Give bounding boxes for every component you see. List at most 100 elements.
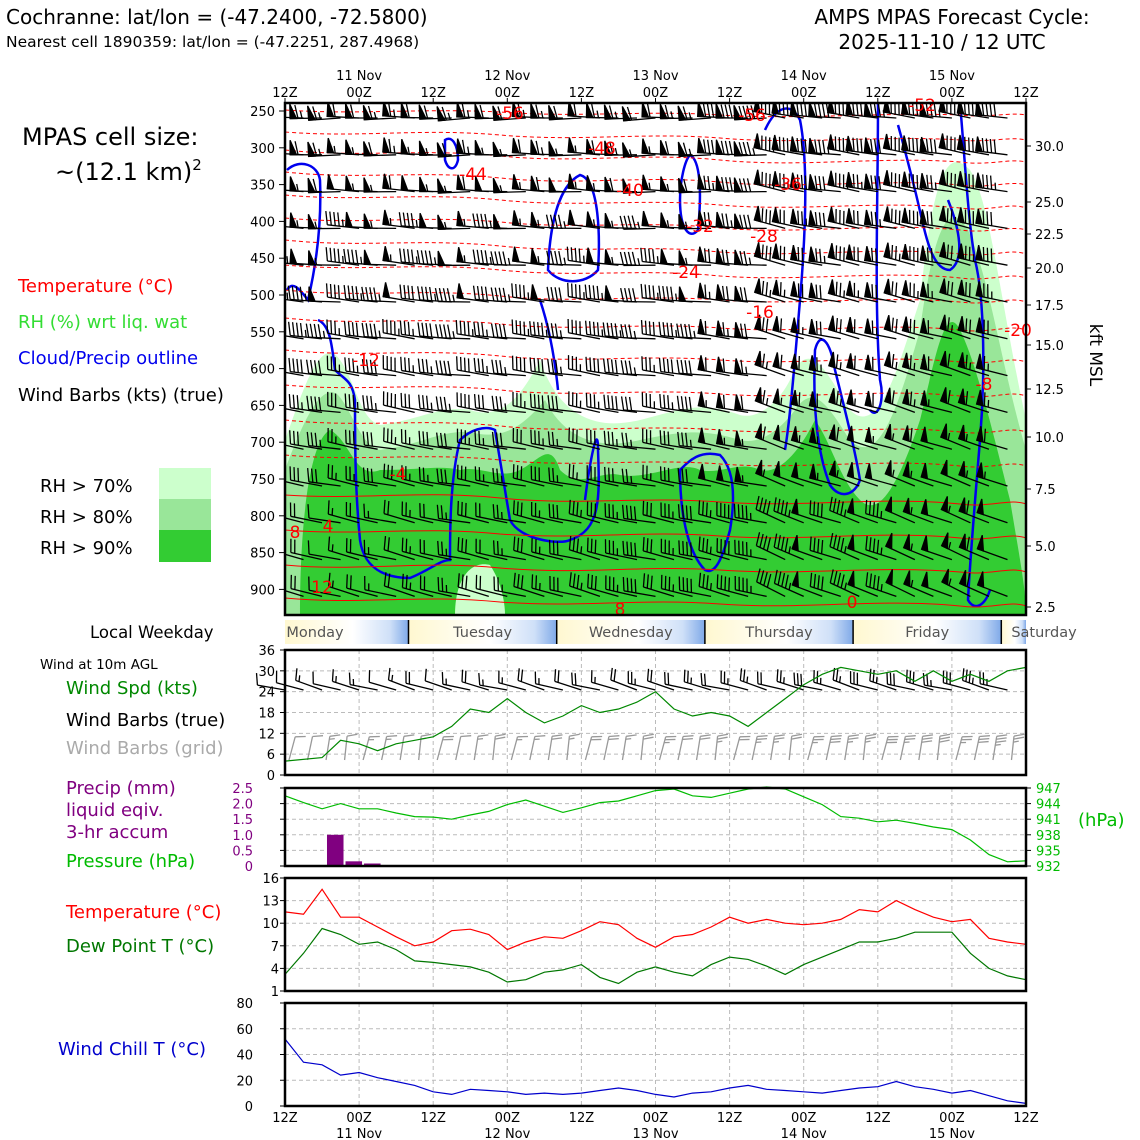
temperature-panel: 1 4 7 10 13 16: [262, 872, 1028, 1000]
pressure-tick-label: 932: [1036, 860, 1061, 875]
wind-speed-line: [284, 666, 1027, 762]
pressure-tick: 700: [250, 436, 275, 451]
weekday-label: Saturday: [1011, 625, 1077, 641]
legend-cloud: Cloud/Precip outline: [18, 348, 198, 369]
dewpoint-label: Dew Point T (°C): [66, 936, 214, 957]
y-tick-label: 16: [262, 872, 279, 887]
pressure-tick: 600: [250, 363, 275, 378]
y-tick-label: 24: [258, 686, 275, 701]
pressure-tick: 850: [250, 547, 275, 562]
y-tick-label: 2.0: [232, 798, 253, 813]
pressure-tick-label: 941: [1036, 813, 1061, 828]
pressure-axis: 250 300 350 400 450 500 550 600 650 700 750 800 850 9…: [250, 105, 285, 598]
y-tick-label: 0: [245, 860, 253, 875]
weekday-band: [704, 620, 854, 644]
local-weekday-label: Local Weekday: [90, 623, 214, 642]
y-tick-label: 1.5: [232, 813, 253, 828]
wind-spd-label: Wind Spd (kts): [66, 678, 198, 699]
weekday-strip: Monday Tuesday Wednesday Thursday Friday Satu…: [285, 620, 1077, 644]
pressure-tick-label: 938: [1036, 829, 1061, 844]
contour-labels: -56 -56 -52 -48 -44 -40 -36 -32 -28 -24 …: [290, 96, 1032, 620]
rh80-swatch: [159, 499, 211, 530]
kft-axis-label: kft MSL: [1085, 324, 1105, 387]
contour-label: -20: [1004, 321, 1032, 341]
kft-tick: 2.5: [1035, 601, 1056, 616]
bottom-time-axis: 12Z 00Z 12Z 00Z 12Z 00Z 12Z 00Z 12Z 00Z 12Z 11 Nov 1…: [272, 1111, 1039, 1140]
pressure-tick: 250: [250, 105, 275, 120]
bottom-date-label: 15 Nov: [929, 1127, 975, 1140]
pressure-tick: 550: [250, 326, 275, 341]
time-section-panel: -56 -56 -52 -48 -44 -40 -36 -32 -28 -24 …: [250, 69, 1105, 620]
rh70-swatch: [159, 468, 211, 499]
temperature-panel-frame: [283, 876, 1028, 993]
wind-barbs-grid-label: Wind Barbs (grid): [66, 738, 224, 759]
pressure-tick: 450: [250, 252, 275, 267]
contour-label: 8: [615, 600, 626, 620]
pressure-tick: 400: [250, 215, 275, 230]
rh70-label: RH > 70%: [40, 476, 133, 497]
pressure-tick: 350: [250, 179, 275, 194]
bottom-hour-label: 12Z: [569, 1111, 595, 1126]
kft-tick: 5.0: [1035, 540, 1056, 555]
top-hour-label: 00Z: [643, 86, 669, 101]
top-hour-label: 12Z: [717, 86, 743, 101]
contour-label: 8: [290, 523, 301, 543]
bottom-hour-label: 00Z: [643, 1111, 669, 1126]
weekday-band: [285, 620, 409, 644]
weekday-label: Thursday: [744, 625, 813, 641]
kft-tick: 12.5: [1035, 383, 1064, 398]
contour-label: -56: [738, 106, 766, 126]
rh90-swatch: [159, 530, 211, 562]
y-tick-label: 4: [271, 962, 279, 977]
pressure-line: [284, 786, 1027, 863]
top-hour-label: 12Z: [1013, 86, 1039, 101]
cloud-outlines: [285, 103, 992, 608]
contour-label: -56: [496, 104, 524, 124]
top-date-label: 15 Nov: [929, 69, 975, 84]
y-tick-label: 0: [267, 769, 275, 784]
weekday-band: [408, 620, 557, 644]
pressure-label: Pressure (hPa): [66, 851, 195, 872]
weekday-label: Friday: [905, 625, 949, 641]
top-hour-label: 00Z: [495, 86, 521, 101]
y-tick-label: 6: [267, 748, 275, 763]
precip-label-1: Precip (mm): [66, 778, 176, 799]
bottom-hour-label: 12Z: [420, 1111, 446, 1126]
top-time-axis: 12Z 00Z 12Z 00Z 12Z 00Z 12Z 00Z 12Z 00Z 12Z 11 Nov 1…: [272, 69, 1039, 103]
bottom-date-label: 14 Nov: [781, 1127, 827, 1140]
weekday-label: Wednesday: [589, 625, 673, 641]
cycle-title: AMPS MPAS Forecast Cycle:: [814, 5, 1089, 29]
kft-tick: 17.5: [1035, 299, 1064, 314]
rh90-area: [300, 322, 1026, 615]
contour-label: -8: [976, 375, 993, 395]
wind-barbs-true-label: Wind Barbs (true): [66, 710, 225, 731]
y-tick-label: 12: [258, 727, 275, 742]
top-hour-label: 00Z: [939, 86, 965, 101]
y-tick-label: 60: [236, 1023, 253, 1038]
kft-tick: 25.0: [1035, 196, 1064, 211]
temp2-label: Temperature (°C): [65, 902, 221, 923]
top-hour-label: 12Z: [569, 86, 595, 101]
pressure-tick: 750: [250, 473, 275, 488]
contour-label: -24: [672, 263, 700, 283]
pressure-tick: 900: [250, 583, 275, 598]
top-date-label: 14 Nov: [781, 69, 827, 84]
pressure-tick-label: 947: [1036, 782, 1061, 797]
weekday-band: [1001, 620, 1026, 644]
bottom-hour-label: 00Z: [791, 1111, 817, 1126]
top-hour-label: 12Z: [865, 86, 891, 101]
weekday-label: Tuesday: [452, 625, 512, 641]
bottom-date-label: 12 Nov: [484, 1127, 530, 1140]
bottom-date-label: 11 Nov: [336, 1127, 382, 1140]
temperature-line: [284, 888, 1027, 951]
cycle-time: 2025-11-10 / 12 UTC: [838, 30, 1045, 54]
bottom-hour-label: 00Z: [939, 1111, 965, 1126]
pressure-tick: 650: [250, 399, 275, 414]
y-tick-label: 0: [245, 1100, 253, 1115]
y-tick-label: 80: [236, 997, 253, 1012]
windchill-panel: 0 20 40 60 80: [236, 997, 1028, 1115]
kft-tick: 10.0: [1035, 431, 1064, 446]
y-tick-label: 40: [236, 1049, 253, 1064]
precip-bar: [345, 861, 363, 866]
